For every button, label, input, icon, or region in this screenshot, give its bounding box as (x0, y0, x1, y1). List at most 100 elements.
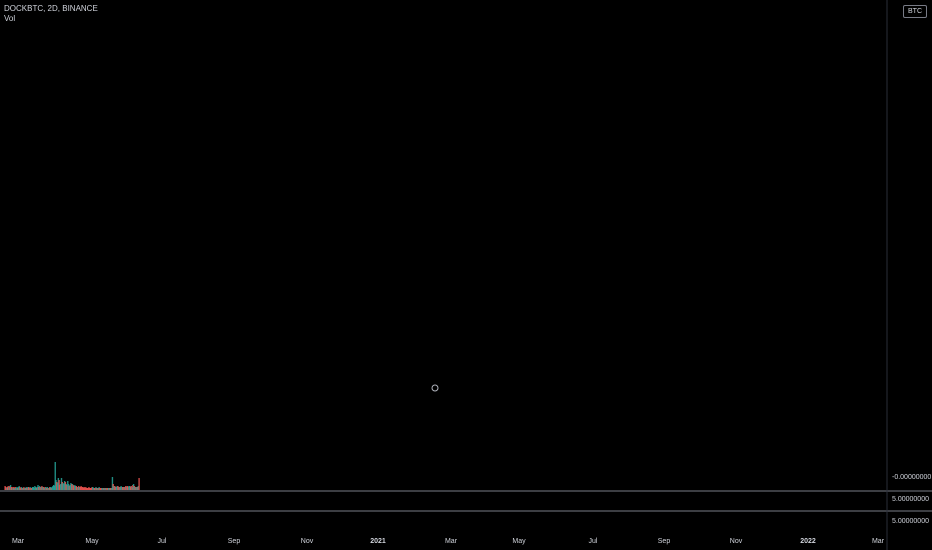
volume-bar (111, 477, 114, 490)
volume-bar (38, 486, 41, 490)
volume-bar (63, 484, 65, 490)
volume-bar (86, 488, 89, 490)
volume-bar (108, 488, 111, 490)
volume-bar (120, 486, 122, 490)
volume-bar (74, 486, 77, 490)
volume-bar (75, 486, 78, 490)
volume-bar (26, 488, 28, 490)
volume-bar (5, 488, 8, 490)
volume-bar (96, 488, 99, 490)
volume-bar (80, 486, 82, 490)
volume-bar (41, 486, 43, 490)
volume-bar (56, 483, 59, 490)
volume-bar (61, 482, 63, 490)
volume-bar (13, 487, 15, 490)
volume-bar (19, 487, 21, 490)
volume-bar (95, 487, 97, 490)
time-axis[interactable]: Mar May Jul Sep Nov 2021 Mar May Jul Sep Nov 2022 Ma… (12, 538, 885, 545)
volume-bar (29, 487, 31, 490)
volume-bar (98, 487, 100, 490)
volume-bar (110, 488, 113, 490)
volume-bar (9, 485, 12, 490)
volume-bar (121, 487, 124, 490)
volume-bar (38, 487, 40, 490)
volume-bar (62, 483, 64, 490)
volume-bar (54, 462, 56, 490)
volume-bar (57, 478, 60, 490)
volume-bar (8, 487, 10, 490)
volume-bar (78, 487, 81, 490)
volume-bar (101, 488, 103, 490)
volume-bar (125, 486, 127, 490)
time-tick-label: May (85, 538, 99, 545)
volume-bar (35, 488, 38, 490)
volume-tick-label: 5.00000000 (892, 518, 929, 525)
volume-bar (83, 487, 85, 490)
volume-bar (82, 488, 85, 490)
volume-bar (37, 485, 39, 490)
time-tick-label: Jul (589, 538, 598, 545)
volume-bar (97, 488, 100, 490)
volume-bar (45, 487, 47, 490)
volume-bar (103, 488, 106, 490)
currency-button[interactable]: BTC (903, 5, 927, 18)
volume-bar (30, 488, 32, 490)
volume-bar (59, 485, 61, 490)
volume-bar (100, 488, 103, 490)
volume-bar (109, 488, 111, 490)
volume-bar (114, 486, 116, 490)
volume-bar (27, 487, 29, 490)
volume-bar (133, 486, 136, 490)
volume-bar (10, 487, 13, 490)
volume-bar (103, 488, 105, 490)
volume-bar (107, 488, 109, 490)
price-axis[interactable]: 0.000003200.000003000.000002800.00000260… (889, 0, 931, 481)
time-tick-label: Nov (301, 538, 314, 545)
volume-bar (6, 487, 9, 490)
volume-bar (128, 486, 131, 490)
volume-bar (42, 487, 44, 490)
time-tick-label: Sep (228, 538, 241, 545)
volume-bar (66, 485, 68, 490)
volume-bar (71, 484, 74, 490)
volume-bar (34, 487, 37, 490)
volume-bar (134, 487, 136, 490)
volume-bar (22, 488, 24, 490)
volume-bar (28, 488, 31, 490)
volume-bar (106, 488, 108, 490)
volume-bar (16, 487, 18, 490)
volume-bar (121, 487, 123, 490)
symbol-title: DOCKBTC, 2D, BINANCE (4, 4, 98, 13)
volume-bar (13, 488, 16, 490)
volume-bar (73, 486, 75, 490)
volume-bar (53, 486, 56, 490)
volume-bar (132, 484, 135, 490)
volume-bar (135, 487, 137, 490)
volume-bar (125, 487, 128, 490)
volume-bar (44, 487, 46, 490)
volume-bar (94, 488, 96, 490)
volume-bar (17, 487, 20, 490)
volume-bar (116, 486, 118, 490)
volume-bar (77, 487, 79, 490)
volume-bar (60, 478, 63, 490)
volume-bar (43, 488, 45, 490)
volume-bar (104, 488, 107, 490)
volume-bar (7, 486, 9, 490)
time-tick-label: Mar (445, 538, 458, 545)
volume-bar (51, 487, 53, 490)
volume-bar (118, 487, 121, 490)
time-tick-label: May (512, 538, 526, 545)
volume-bar (70, 483, 72, 490)
volume-bar (23, 487, 25, 490)
volume-bar (52, 486, 54, 490)
volume-bar (16, 488, 19, 490)
time-tick-label: Mar (12, 538, 25, 545)
volume-bar (92, 488, 95, 490)
volume-bar (90, 488, 92, 490)
volume-bar (60, 484, 62, 490)
volume-bar (42, 487, 45, 490)
volume-bar (112, 484, 114, 490)
